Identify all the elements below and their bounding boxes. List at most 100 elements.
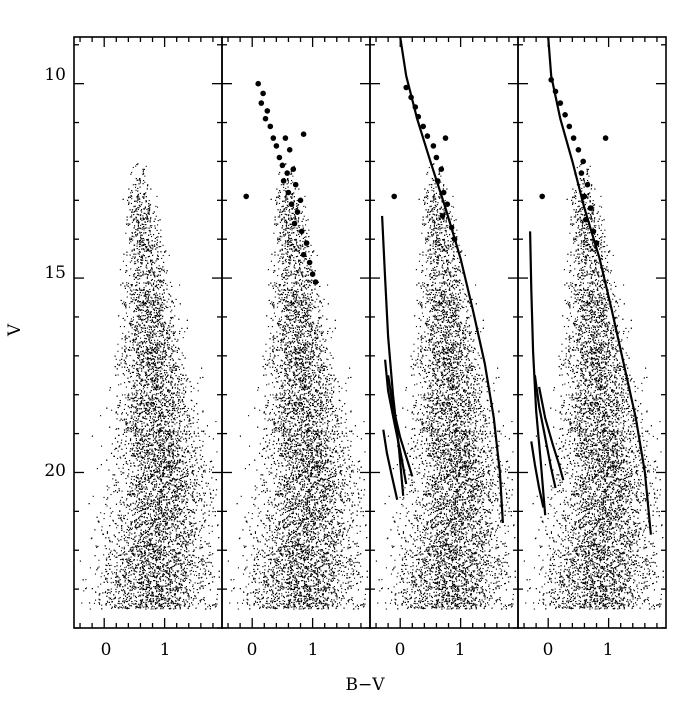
star-point — [189, 562, 190, 563]
star-point — [158, 466, 159, 467]
star-point — [119, 584, 120, 585]
star-point — [172, 377, 173, 378]
star-point — [131, 533, 132, 534]
star-point — [151, 381, 152, 382]
star-point — [111, 608, 112, 609]
star-point — [110, 604, 111, 605]
star-point — [215, 421, 216, 422]
star-point — [131, 376, 132, 377]
star-point — [136, 490, 137, 491]
star-point — [154, 442, 155, 443]
star-point — [138, 275, 139, 276]
star-point — [146, 580, 147, 581]
star-point — [143, 272, 144, 273]
star-point — [166, 402, 167, 403]
star-point — [151, 337, 152, 338]
star-point — [149, 568, 150, 569]
star-point — [128, 577, 129, 578]
star-point — [117, 525, 118, 526]
star-point — [187, 410, 188, 411]
star-point — [160, 568, 161, 569]
star-point — [134, 435, 135, 436]
star-point — [125, 537, 126, 538]
star-point — [187, 446, 188, 447]
star-point — [150, 234, 151, 235]
star-point — [180, 549, 181, 550]
star-point — [111, 589, 112, 590]
star-point — [136, 418, 137, 419]
star-point — [181, 589, 182, 590]
panel — [74, 37, 222, 628]
star-point — [116, 527, 117, 528]
star-point — [151, 322, 152, 323]
star-point — [111, 494, 112, 495]
star-point — [126, 559, 127, 560]
star-point — [187, 499, 188, 500]
star-point — [123, 302, 124, 303]
star-point — [143, 539, 144, 540]
star-point — [140, 586, 141, 587]
star-point — [161, 504, 162, 505]
star-point — [181, 421, 182, 422]
star-point — [174, 401, 175, 402]
star-point — [140, 182, 141, 183]
star-point — [176, 440, 177, 441]
star-point — [179, 376, 180, 377]
star-point — [131, 479, 132, 480]
star-point — [186, 498, 187, 499]
star-point — [144, 408, 145, 409]
star-point — [144, 335, 145, 336]
star-point — [127, 430, 128, 431]
star-point — [90, 567, 91, 568]
star-point — [161, 258, 162, 259]
star-point — [202, 565, 203, 566]
star-point — [193, 470, 194, 471]
star-point — [156, 461, 157, 462]
star-point — [204, 600, 205, 601]
star-point — [159, 293, 160, 294]
star-point — [127, 399, 128, 400]
star-point — [203, 410, 204, 411]
star-point — [162, 368, 163, 369]
star-point — [147, 320, 148, 321]
star-point — [140, 592, 141, 593]
star-point — [189, 535, 190, 536]
star-point — [205, 571, 206, 572]
star-point — [118, 468, 119, 469]
star-point — [156, 196, 157, 197]
star-point — [135, 254, 136, 255]
star-point — [138, 398, 139, 399]
star-point — [158, 358, 159, 359]
star-point — [129, 275, 130, 276]
star-point — [135, 184, 136, 185]
star-point — [186, 474, 187, 475]
star-point — [210, 493, 211, 494]
star-point — [137, 188, 138, 189]
star-point — [178, 395, 179, 396]
star-point — [155, 550, 156, 551]
star-point — [161, 400, 162, 401]
star-point — [156, 433, 157, 434]
star-point — [134, 279, 135, 280]
star-point — [151, 606, 152, 607]
star-point — [149, 250, 150, 251]
star-point — [114, 572, 115, 573]
star-point — [111, 582, 112, 583]
star-point — [147, 456, 148, 457]
star-point — [171, 326, 172, 327]
star-point — [128, 427, 129, 428]
star-point — [178, 513, 179, 514]
star-point — [162, 364, 163, 365]
star-point — [138, 310, 139, 311]
star-point — [133, 236, 134, 237]
star-point — [163, 519, 164, 520]
star-point — [200, 450, 201, 451]
star-point — [190, 426, 191, 427]
star-point — [157, 247, 158, 248]
star-point — [132, 563, 133, 564]
star-point — [175, 406, 176, 407]
star-point — [157, 374, 158, 375]
star-point — [126, 561, 127, 562]
star-point — [119, 515, 120, 516]
